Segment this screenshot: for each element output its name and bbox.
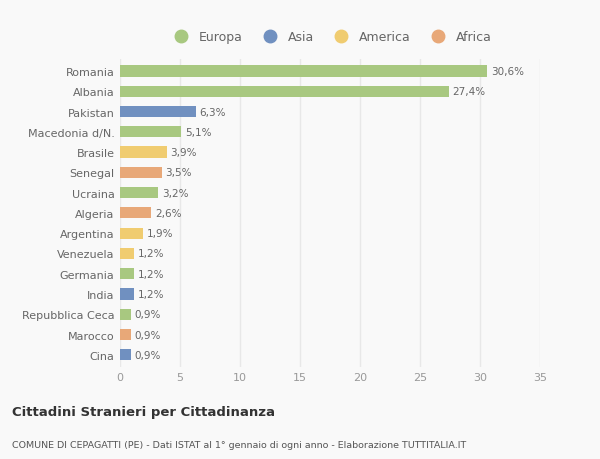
Bar [120,309,131,320]
Bar [120,188,158,199]
Bar [120,86,449,98]
Bar [120,289,134,300]
Text: 3,9%: 3,9% [170,148,197,158]
Text: Cittadini Stranieri per Cittadinanza: Cittadini Stranieri per Cittadinanza [12,405,275,419]
Text: COMUNE DI CEPAGATTI (PE) - Dati ISTAT al 1° gennaio di ogni anno - Elaborazione : COMUNE DI CEPAGATTI (PE) - Dati ISTAT al… [12,441,466,449]
Bar [120,228,143,239]
Legend: Europa, Asia, America, Africa: Europa, Asia, America, Africa [164,26,496,49]
Text: 27,4%: 27,4% [452,87,485,97]
Bar [120,269,134,280]
Bar [120,329,131,341]
Text: 30,6%: 30,6% [491,67,524,77]
Text: 1,9%: 1,9% [146,229,173,239]
Text: 3,2%: 3,2% [162,188,188,198]
Bar [120,66,487,78]
Bar [120,168,162,179]
Bar [120,349,131,361]
Text: 0,9%: 0,9% [134,310,161,319]
Text: 2,6%: 2,6% [155,208,181,218]
Text: 5,1%: 5,1% [185,128,211,138]
Text: 6,3%: 6,3% [199,107,226,117]
Text: 1,2%: 1,2% [138,269,164,279]
Text: 0,9%: 0,9% [134,350,161,360]
Text: 0,9%: 0,9% [134,330,161,340]
Bar [120,208,151,219]
Text: 1,2%: 1,2% [138,289,164,299]
Bar [120,127,181,138]
Bar [120,248,134,259]
Bar [120,147,167,158]
Bar [120,106,196,118]
Text: 1,2%: 1,2% [138,249,164,259]
Text: 3,5%: 3,5% [166,168,192,178]
